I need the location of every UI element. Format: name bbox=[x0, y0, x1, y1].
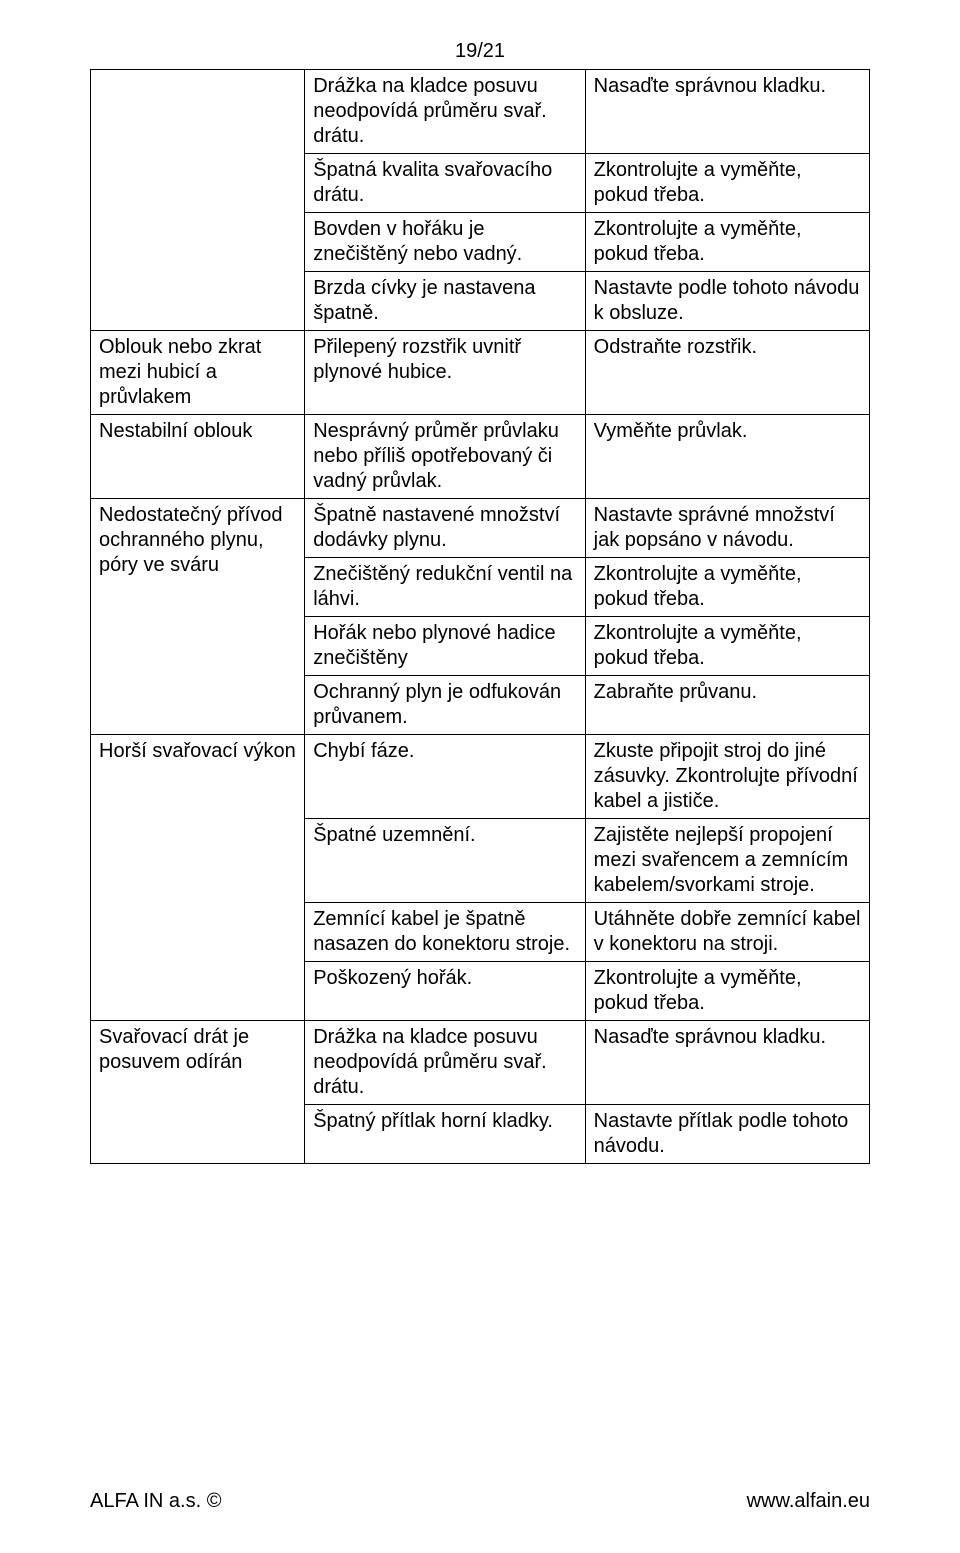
table-row: Nestabilní obloukNesprávný průměr průvla… bbox=[91, 415, 870, 499]
problem-cell: Horší svařovací výkon bbox=[91, 735, 305, 1021]
solution-cell: Zkontrolujte a vyměňte, pokud třeba. bbox=[585, 962, 869, 1021]
cause-cell: Špatné uzemnění. bbox=[305, 819, 585, 903]
footer-right: www.alfain.eu bbox=[747, 1490, 870, 1513]
cause-cell: Nesprávný průměr průvlaku nebo příliš op… bbox=[305, 415, 585, 499]
cause-cell: Znečištěný redukční ventil na láhvi. bbox=[305, 558, 585, 617]
problem-cell: Svařovací drát je posuvem odírán bbox=[91, 1021, 305, 1164]
solution-cell: Zkontrolujte a vyměňte, pokud třeba. bbox=[585, 558, 869, 617]
table-row: Horší svařovací výkonChybí fáze.Zkuste p… bbox=[91, 735, 870, 819]
problem-cell: Oblouk nebo zkrat mezi hubicí a průvlake… bbox=[91, 331, 305, 415]
solution-cell: Zkuste připojit stroj do jiné zásuvky. Z… bbox=[585, 735, 869, 819]
cause-cell: Bovden v hořáku je znečištěný nebo vadný… bbox=[305, 213, 585, 272]
solution-cell: Vyměňte průvlak. bbox=[585, 415, 869, 499]
page: 19/21 Drážka na kladce posuvu neodpovídá… bbox=[0, 0, 960, 1553]
solution-cell: Nastavte přítlak podle tohoto návodu. bbox=[585, 1105, 869, 1164]
footer-left: ALFA IN a.s. © bbox=[90, 1490, 221, 1513]
solution-cell: Nasaďte správnou kladku. bbox=[585, 70, 869, 154]
cause-cell: Zemnící kabel je špatně nasazen do konek… bbox=[305, 903, 585, 962]
solution-cell: Zkontrolujte a vyměňte, pokud třeba. bbox=[585, 617, 869, 676]
page-number: 19/21 bbox=[90, 40, 870, 63]
cause-cell: Špatný přítlak horní kladky. bbox=[305, 1105, 585, 1164]
cause-cell: Ochranný plyn je odfukován průvanem. bbox=[305, 676, 585, 735]
table-row: Svařovací drát je posuvem odíránDrážka n… bbox=[91, 1021, 870, 1105]
cause-cell: Hořák nebo plynové hadice znečištěny bbox=[305, 617, 585, 676]
cause-cell: Špatně nastavené množství dodávky plynu. bbox=[305, 499, 585, 558]
solution-cell: Nastavte podle tohoto návodu k obsluze. bbox=[585, 272, 869, 331]
troubleshooting-table: Drážka na kladce posuvu neodpovídá průmě… bbox=[90, 69, 870, 1164]
cause-cell: Přilepený rozstřik uvnitř plynové hubice… bbox=[305, 331, 585, 415]
solution-cell: Utáhněte dobře zemnící kabel v konektoru… bbox=[585, 903, 869, 962]
cause-cell: Drážka na kladce posuvu neodpovídá průmě… bbox=[305, 1021, 585, 1105]
solution-cell: Zkontrolujte a vyměňte, pokud třeba. bbox=[585, 213, 869, 272]
table-row: Drážka na kladce posuvu neodpovídá průmě… bbox=[91, 70, 870, 154]
solution-cell: Zabraňte průvanu. bbox=[585, 676, 869, 735]
cause-cell: Špatná kvalita svařovacího drátu. bbox=[305, 154, 585, 213]
solution-cell: Odstraňte rozstřik. bbox=[585, 331, 869, 415]
cause-cell: Chybí fáze. bbox=[305, 735, 585, 819]
problem-cell: Nestabilní oblouk bbox=[91, 415, 305, 499]
solution-cell: Zajistěte nejlepší propojení mezi svařen… bbox=[585, 819, 869, 903]
cause-cell: Drážka na kladce posuvu neodpovídá průmě… bbox=[305, 70, 585, 154]
cause-cell: Poškozený hořák. bbox=[305, 962, 585, 1021]
problem-cell: Nedostatečný přívod ochranného plynu, pó… bbox=[91, 499, 305, 735]
solution-cell: Zkontrolujte a vyměňte, pokud třeba. bbox=[585, 154, 869, 213]
table-row: Oblouk nebo zkrat mezi hubicí a průvlake… bbox=[91, 331, 870, 415]
solution-cell: Nasaďte správnou kladku. bbox=[585, 1021, 869, 1105]
page-footer: ALFA IN a.s. © www.alfain.eu bbox=[90, 1490, 870, 1513]
solution-cell: Nastavte správné množství jak popsáno v … bbox=[585, 499, 869, 558]
cause-cell: Brzda cívky je nastavena špatně. bbox=[305, 272, 585, 331]
problem-cell bbox=[91, 70, 305, 331]
table-row: Nedostatečný přívod ochranného plynu, pó… bbox=[91, 499, 870, 558]
